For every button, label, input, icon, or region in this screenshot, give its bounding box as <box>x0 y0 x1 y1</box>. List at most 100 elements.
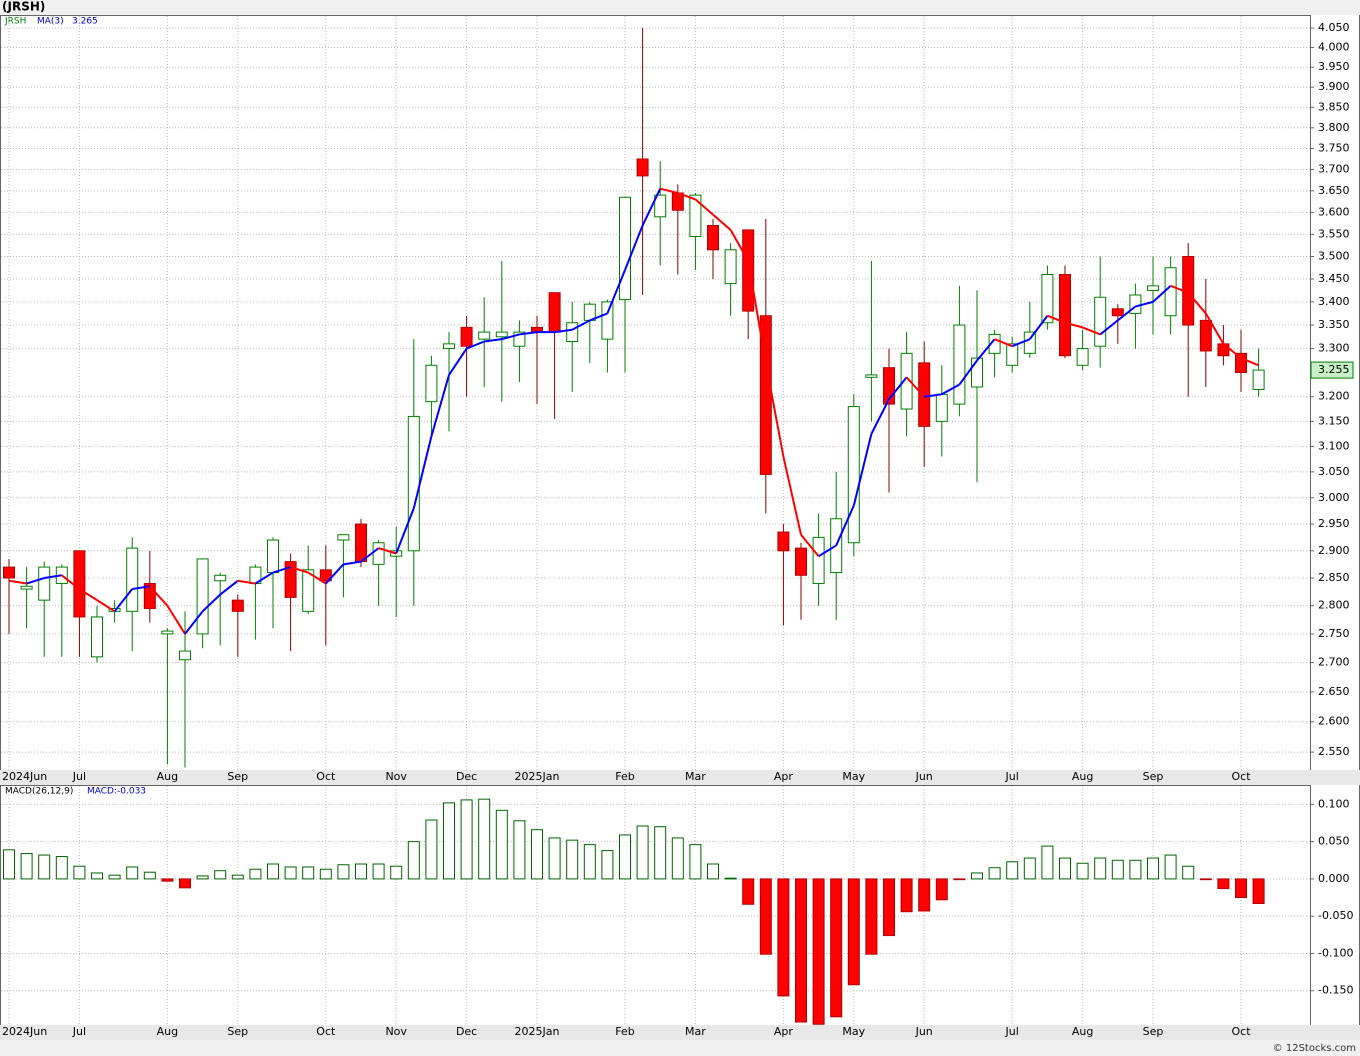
candle-body <box>337 534 350 541</box>
candle-body <box>883 367 895 405</box>
candle-body <box>443 343 455 350</box>
x-tick-label: Jul <box>72 770 86 783</box>
ma-line <box>659 187 679 194</box>
macd-bar <box>601 850 614 880</box>
ma-line <box>589 312 608 322</box>
x-tick-label: Jun <box>915 770 933 783</box>
macd-bar <box>707 863 719 880</box>
x-tick-label: Aug <box>1072 770 1093 783</box>
macd-bar <box>1041 845 1054 880</box>
candle-body <box>372 542 385 565</box>
macd-bar <box>390 865 403 880</box>
candle-body <box>179 650 191 661</box>
y-tick-label: 3.600 <box>1318 205 1350 218</box>
ma-line <box>994 338 1013 348</box>
y-tick-label: -0.100 <box>1318 946 1353 959</box>
ma-line <box>747 260 767 364</box>
y-tick-label: 3.400 <box>1318 295 1350 308</box>
x-tick-label: 2025Jan <box>515 770 560 783</box>
y-tick-label: -0.050 <box>1318 909 1353 922</box>
y-tick-label: 3.050 <box>1318 465 1350 478</box>
macd-bar <box>724 877 737 880</box>
candle-body <box>566 322 579 342</box>
candle-body <box>231 599 244 612</box>
macd-bar <box>1023 857 1036 880</box>
candle-body <box>1217 343 1230 357</box>
candle-body <box>91 616 103 658</box>
macd-bar <box>126 866 139 880</box>
y-tick-label: 3.850 <box>1318 100 1350 113</box>
x-tick-label: Dec <box>456 770 477 783</box>
x-tick-label: Jul <box>1005 770 1019 783</box>
x-tick-label: Mar <box>685 1025 706 1038</box>
candle-body <box>143 583 156 610</box>
candle-body <box>654 194 667 218</box>
y-tick-label: 3.800 <box>1318 121 1350 134</box>
price-axis-area <box>1311 15 1359 771</box>
ma-line <box>1117 305 1137 322</box>
candle-body <box>812 536 825 585</box>
ma-line <box>484 338 502 343</box>
y-tick-label: 3.700 <box>1318 163 1350 176</box>
candle-body <box>302 569 315 612</box>
y-tick-label: 2.650 <box>1318 685 1350 698</box>
macd-bar <box>671 837 684 880</box>
y-tick-label: 4.050 <box>1318 21 1350 34</box>
ma-line <box>782 456 802 535</box>
candle-body <box>1147 285 1159 291</box>
x-tick-label: 2025Jan <box>515 1025 560 1038</box>
candle-body <box>495 331 508 338</box>
ma-line <box>501 333 520 341</box>
last-price-box <box>1310 361 1354 379</box>
candle-body <box>636 158 649 177</box>
ma-line <box>61 574 81 590</box>
macd-bar <box>1199 878 1212 881</box>
candle-body <box>619 196 631 301</box>
macd-bar <box>38 854 51 880</box>
x-tick-label: Oct <box>1231 1025 1251 1038</box>
macd-axis-area <box>1311 785 1359 1026</box>
y-tick-label: 3.450 <box>1318 272 1350 285</box>
candle-body <box>126 547 139 612</box>
macd-bar <box>143 871 156 880</box>
ma-line <box>96 599 116 613</box>
macd-bar <box>1235 878 1247 899</box>
candle-body <box>742 229 755 312</box>
macd-bar <box>460 799 473 880</box>
y-tick-label: 2.800 <box>1318 599 1350 612</box>
y-tick-label: 2.750 <box>1318 627 1350 640</box>
macd-bar <box>566 839 579 880</box>
candle-body <box>689 194 702 238</box>
ma-line <box>1204 312 1225 345</box>
macd-bar <box>1182 865 1195 880</box>
macd-bar <box>214 870 227 880</box>
ma-line <box>290 566 309 574</box>
macd-bar <box>20 853 33 880</box>
y-tick-label: 2.550 <box>1318 745 1350 758</box>
ma-line <box>571 319 591 331</box>
ma-line <box>729 229 750 262</box>
x-tick-label: Sep <box>227 1025 248 1038</box>
ma-line <box>78 588 98 601</box>
macd-bar <box>689 844 702 880</box>
y-tick-label: 3.900 <box>1318 80 1350 93</box>
macd-bar <box>988 867 1001 880</box>
ma-line <box>166 605 186 635</box>
y-tick-label: 2.600 <box>1318 715 1350 728</box>
candle-body <box>161 630 174 635</box>
ma-line <box>1099 319 1119 336</box>
y-tick-label: 3.300 <box>1318 342 1350 355</box>
x-tick-label: Aug <box>1072 1025 1093 1038</box>
last-price-label: 3.255 <box>1318 363 1350 376</box>
macd-bar <box>777 878 790 997</box>
macd-bar <box>284 866 297 880</box>
macd-bar <box>1006 861 1019 880</box>
y-tick-label: 3.000 <box>1318 491 1350 504</box>
y-tick-label: 0.000 <box>1318 872 1350 885</box>
y-tick-label: 4.000 <box>1318 41 1350 54</box>
candle-body <box>548 292 561 333</box>
macd-bar <box>319 868 332 880</box>
ma-line <box>800 534 820 557</box>
candle-body <box>355 523 367 563</box>
x-tick-label: Jun <box>915 1025 933 1038</box>
